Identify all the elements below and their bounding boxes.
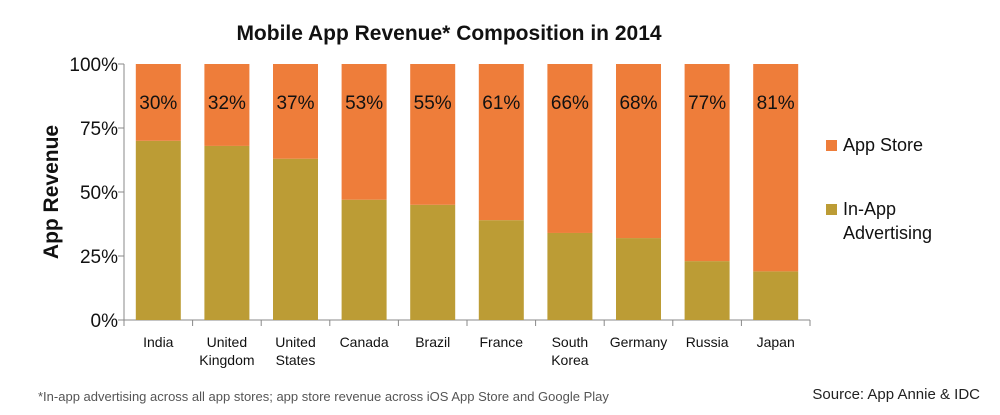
footnote: *In-app advertising across all app store…	[38, 389, 609, 404]
x-tick-label: Brazil	[415, 334, 450, 350]
data-label-app-store: 81%	[757, 93, 795, 114]
y-tick-label: 0%	[91, 311, 119, 332]
bar-app-store	[684, 64, 730, 262]
bar-app-store	[135, 64, 181, 141]
bar-group: 30% 32% 37% 53% 55% 61% 66% 68% 77% 81%	[135, 64, 799, 320]
bar-app-store	[478, 64, 524, 221]
y-axis-label: App Revenue	[40, 125, 63, 259]
x-axis: India United Kingdom United States Canada Braz…	[123, 320, 811, 368]
legend-label: In-App Advertising	[843, 199, 932, 243]
bar-app-store	[204, 64, 250, 146]
data-label-app-store: 55%	[414, 93, 452, 114]
data-label-app-store: 37%	[276, 93, 314, 114]
x-tick-label: Russia	[686, 334, 729, 350]
data-label-app-store: 66%	[551, 93, 589, 114]
y-tick-label: 100%	[69, 55, 118, 76]
legend: App Store In-App Advertising	[826, 135, 932, 243]
bar-in-app-advertising	[547, 232, 593, 320]
bar-in-app-advertising	[135, 140, 181, 320]
legend-swatch	[826, 140, 837, 151]
bar-in-app-advertising	[753, 271, 799, 320]
source-credit: Source: App Annie & IDC	[812, 386, 980, 403]
data-label-app-store: 61%	[482, 93, 520, 114]
bar-in-app-advertising	[410, 204, 456, 320]
bar-app-store	[547, 64, 593, 233]
bar-in-app-advertising	[478, 220, 524, 320]
data-label-app-store: 77%	[688, 93, 726, 114]
data-label-app-store: 68%	[619, 93, 657, 114]
bar-in-app-advertising	[204, 145, 250, 320]
x-tick-label: Canada	[340, 334, 389, 350]
x-tick-label: India	[143, 334, 174, 350]
y-tick-label: 50%	[80, 183, 118, 204]
bar-app-store	[616, 64, 661, 239]
bar-in-app-advertising	[616, 238, 661, 320]
legend-swatch	[826, 204, 837, 215]
x-tick-label: United Kingdom	[199, 334, 254, 368]
data-label-app-store: 30%	[139, 93, 177, 114]
y-tick-label: 75%	[80, 119, 118, 140]
x-tick-label: Germany	[610, 334, 668, 350]
chart-title: Mobile App Revenue* Composition in 2014	[236, 22, 661, 45]
legend-label: App Store	[843, 135, 923, 155]
data-label-app-store: 32%	[208, 93, 246, 114]
bar-app-store	[410, 64, 456, 205]
bar-app-store	[341, 64, 387, 200]
x-tick-label: Japan	[757, 334, 795, 350]
data-label-app-store: 53%	[345, 93, 383, 114]
y-axis: 0% 25% 50% 75% 100%	[69, 55, 124, 332]
y-tick-label: 25%	[80, 247, 118, 268]
x-tick-label: United States	[275, 334, 315, 368]
bar-app-store	[273, 64, 318, 159]
bar-in-app-advertising	[684, 261, 730, 320]
bar-in-app-advertising	[341, 199, 387, 320]
bar-in-app-advertising	[273, 158, 318, 320]
bar-app-store	[753, 64, 799, 272]
x-tick-label: France	[480, 334, 524, 350]
x-tick-label: South Korea	[551, 334, 589, 368]
